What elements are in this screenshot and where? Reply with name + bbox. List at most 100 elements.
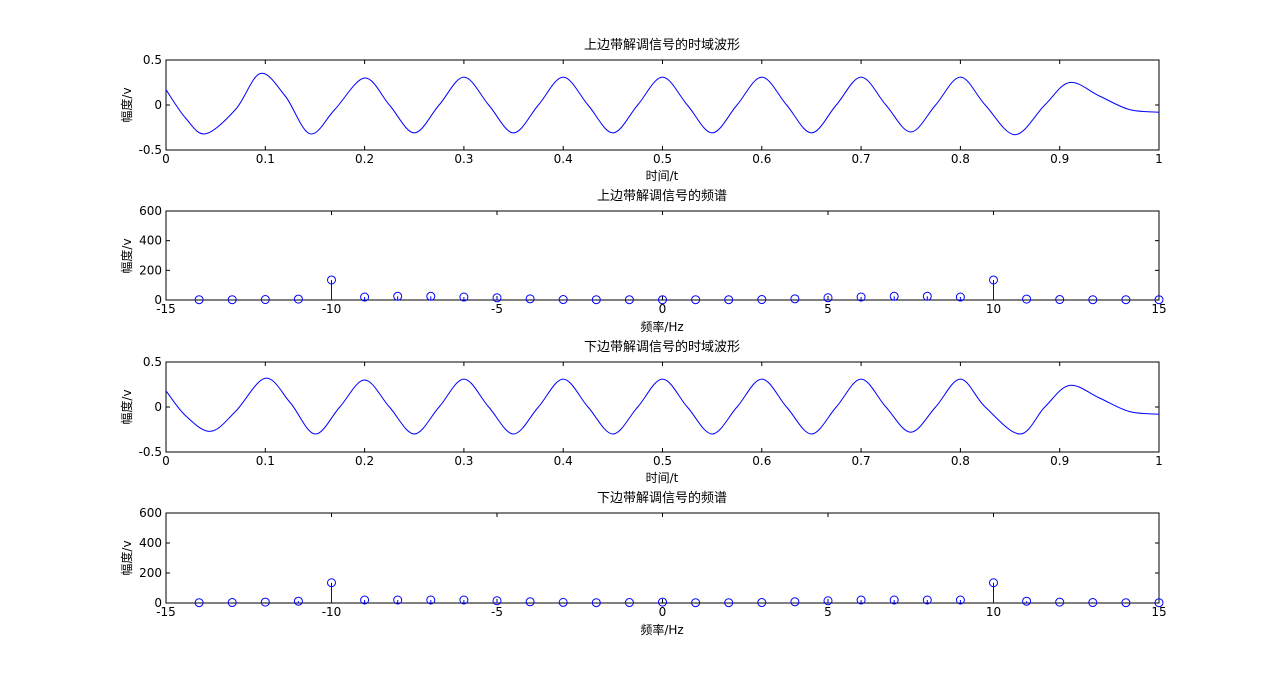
x-tick-label: 0.1 — [256, 152, 275, 166]
y-tick-label: -0.5 — [139, 143, 162, 157]
chart-title: 上边带解调信号的时域波形 — [584, 37, 740, 53]
x-tick-label: -10 — [322, 302, 342, 316]
stem-marker — [757, 295, 767, 305]
stem-marker — [724, 598, 734, 608]
y-axis-title: 幅度/v — [119, 389, 134, 424]
stem-marker — [393, 291, 403, 301]
stem-marker — [1088, 295, 1098, 305]
y-ticks: 0 200 400 600 — [139, 506, 1159, 610]
x-tick-label: 0.9 — [1050, 454, 1069, 468]
chart-title: 下边带解调信号的时域波形 — [584, 339, 740, 355]
stem-marker — [1022, 596, 1032, 606]
x-tick-label: 0.8 — [951, 152, 970, 166]
stem-marker — [1055, 295, 1065, 305]
stem-marker — [856, 292, 866, 302]
x-tick-label: 15 — [1151, 605, 1166, 619]
stem-marker — [591, 598, 601, 608]
x-tick-label: 0.3 — [454, 152, 473, 166]
stem-marker — [658, 295, 667, 305]
x-tick-label: -15 — [156, 605, 176, 619]
x-ticks: 0 0.1 0.2 0.3 0.4 0.5 0.6 0.7 0.8 0.9 1 — [162, 60, 1163, 166]
stem-marker — [1088, 598, 1098, 608]
x-tick-label: 10 — [986, 605, 1001, 619]
x-tick-label: 0.1 — [256, 454, 275, 468]
stem-marker — [1121, 295, 1131, 305]
stem-marker — [393, 595, 403, 605]
stem-marker — [1055, 597, 1065, 607]
stem-marker — [194, 598, 204, 608]
x-tick-label: 0.4 — [554, 454, 573, 468]
x-tick-label: 0 — [162, 152, 170, 166]
x-tick-label: 5 — [824, 605, 832, 619]
stem-marker — [1121, 598, 1131, 608]
x-axis-title: 频率/Hz — [640, 622, 683, 637]
plot-frame — [165, 59, 1160, 151]
series-line — [165, 377, 1160, 435]
x-tick-label: 0.6 — [752, 454, 771, 468]
stem-marker — [525, 597, 535, 607]
y-tick-label: 600 — [139, 204, 162, 218]
stem-marker — [856, 595, 866, 605]
y-tick-label: 600 — [139, 506, 162, 520]
y-axis-title: 幅度/v — [119, 540, 134, 575]
y-tick-label: 0 — [154, 596, 162, 610]
x-tick-label: 0.6 — [752, 152, 771, 166]
stem-marker — [426, 595, 436, 605]
y-ticks: 0 200 400 600 — [139, 204, 1159, 307]
x-axis-title: 时间/t — [646, 169, 679, 183]
series-marks — [194, 578, 1164, 608]
x-tick-label: 0.2 — [355, 152, 374, 166]
stem-marker — [194, 295, 204, 305]
plot-frame — [165, 210, 1160, 301]
chart-title: 下边带解调信号的频谱 — [597, 490, 727, 506]
chart-title: 上边带解调信号的频谱 — [597, 188, 727, 204]
stem-marker — [492, 293, 502, 303]
y-tick-label: 200 — [139, 566, 162, 580]
stem-marker — [525, 294, 535, 304]
y-axis-title: 幅度/v — [119, 238, 134, 273]
stem-marker — [989, 275, 998, 285]
stem-marker — [459, 595, 469, 605]
stem-marker — [1154, 295, 1164, 305]
y-tick-label: 400 — [139, 234, 162, 248]
chart-lower-time: 下边带解调信号的时域波形 时间/t 幅度/v 0 0.1 0.2 0.3 0.4 0.5 0… — [119, 339, 1163, 485]
series-marks — [165, 72, 1160, 136]
stem-marker — [327, 275, 336, 285]
y-tick-label: 0.5 — [143, 53, 162, 67]
stem-marker — [955, 595, 965, 605]
x-tick-label: 0.9 — [1050, 152, 1069, 166]
stem-marker — [492, 596, 502, 606]
x-tick-label: 0 — [659, 302, 667, 316]
stem-marker — [989, 578, 998, 588]
stem-marker — [227, 295, 237, 305]
stem-marker — [658, 597, 667, 607]
stem-marker — [691, 598, 701, 608]
x-tick-label: 0.7 — [852, 454, 871, 468]
x-tick-label: 0.7 — [852, 152, 871, 166]
stem-marker — [591, 295, 601, 305]
y-tick-label: 0 — [154, 293, 162, 307]
stem-marker — [889, 291, 899, 301]
y-tick-label: 200 — [139, 263, 162, 277]
chart-upper-spectrum: 上边带解调信号的频谱 频率/Hz 幅度/v -15 -10 -5 0 5 10 15 0 20… — [119, 188, 1167, 334]
y-tick-label: 0 — [154, 400, 162, 414]
stem-marker — [624, 598, 634, 608]
x-tick-label: 10 — [986, 302, 1001, 316]
stem-marker — [558, 295, 568, 305]
x-tick-label: 5 — [824, 302, 832, 316]
x-tick-label: 0.5 — [653, 152, 672, 166]
stem-marker — [724, 295, 734, 305]
y-tick-label: 400 — [139, 536, 162, 550]
stem-marker — [823, 293, 833, 303]
stem-marker — [227, 598, 237, 608]
stem-marker — [889, 595, 899, 605]
stem-marker — [360, 292, 370, 302]
x-tick-label: 1 — [1155, 152, 1163, 166]
stem-marker — [558, 597, 568, 607]
stem-marker — [757, 598, 767, 608]
y-ticks: -0.5 0 0.5 — [139, 53, 1159, 157]
x-axis-title: 时间/t — [646, 471, 679, 485]
stem-marker — [790, 597, 800, 607]
x-tick-label: 0.5 — [653, 454, 672, 468]
stem-marker — [459, 292, 469, 302]
